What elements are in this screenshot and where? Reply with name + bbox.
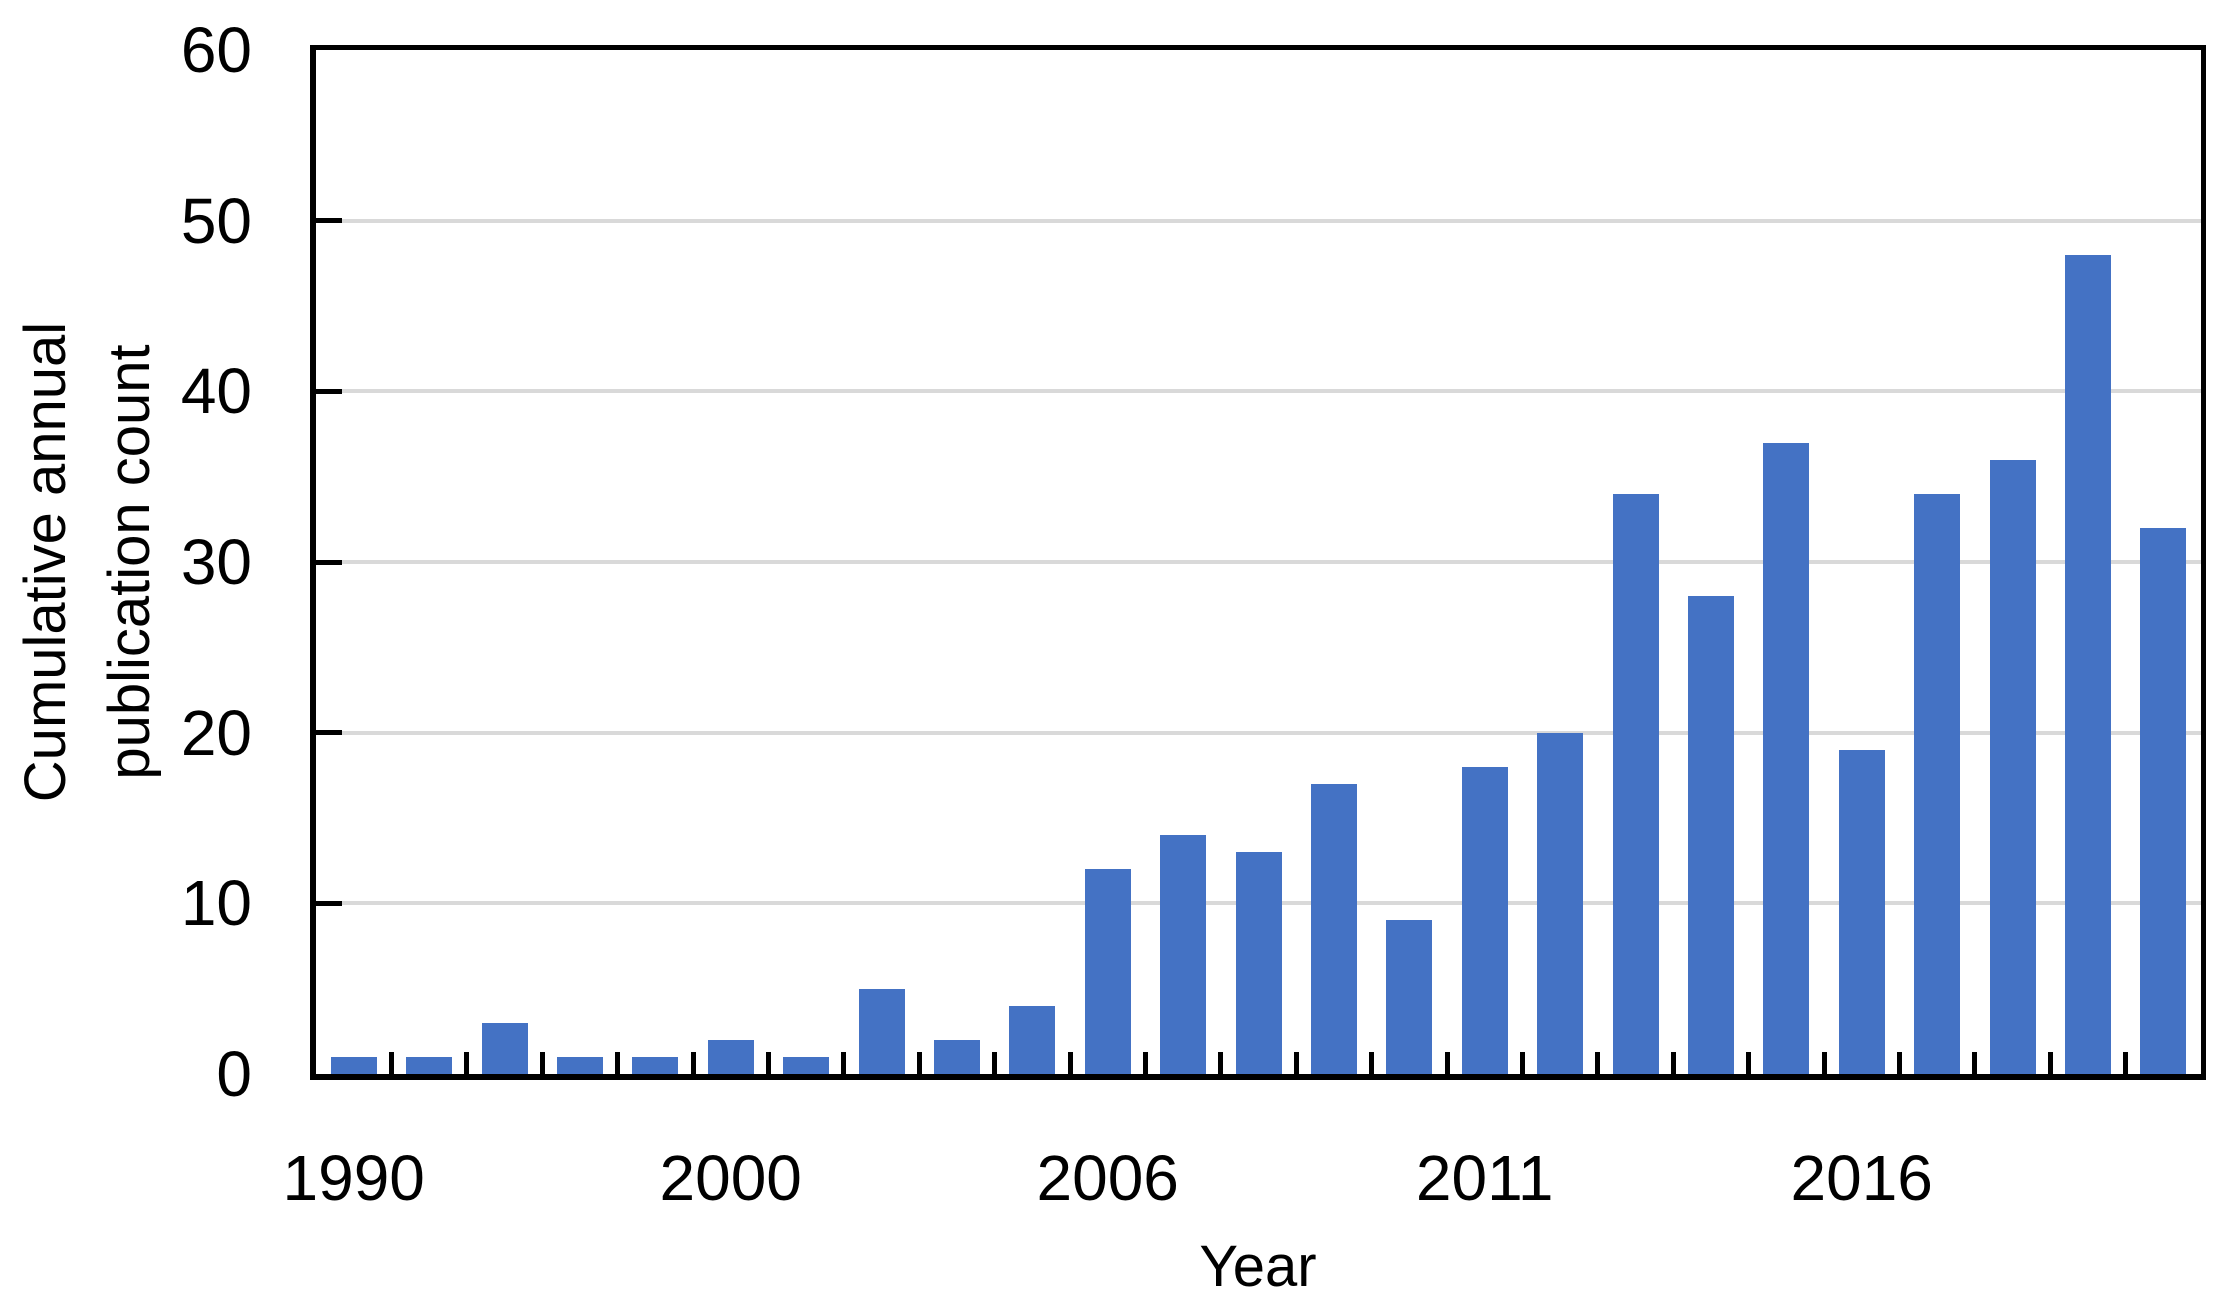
x-axis-tick-19 bbox=[1746, 1052, 1752, 1074]
x-axis-tick-20 bbox=[1821, 1052, 1827, 1074]
x-tick-label-2006: 2006 bbox=[1036, 1142, 1179, 1214]
bar-19 bbox=[1763, 442, 1810, 1074]
gridline-y-40 bbox=[316, 389, 2201, 394]
x-tick-label-2011: 2011 bbox=[1415, 1142, 1554, 1214]
y-tick-label-60: 60 bbox=[180, 14, 252, 86]
bar-16 bbox=[1537, 732, 1584, 1074]
x-axis-tick-10 bbox=[1067, 1052, 1073, 1074]
y-axis-tick-10 bbox=[316, 900, 342, 906]
bar-10 bbox=[1084, 869, 1131, 1074]
x-axis-tick-8 bbox=[916, 1052, 922, 1074]
bar-20 bbox=[1838, 749, 1885, 1074]
bar-5 bbox=[707, 1039, 754, 1074]
x-axis-tick-5 bbox=[690, 1052, 696, 1074]
bar-23 bbox=[2064, 254, 2111, 1074]
x-tick-label-2016: 2016 bbox=[1790, 1142, 1933, 1214]
gridline-y-20 bbox=[316, 730, 2201, 735]
bar-4 bbox=[632, 1056, 679, 1074]
x-axis-tick-14 bbox=[1369, 1052, 1375, 1074]
x-axis-tick-15 bbox=[1444, 1052, 1450, 1074]
x-axis-tick-3 bbox=[539, 1052, 545, 1074]
bar-3 bbox=[556, 1056, 603, 1074]
x-axis-tick-23 bbox=[2047, 1052, 2053, 1074]
x-axis-tick-6 bbox=[765, 1052, 771, 1074]
bar-0 bbox=[330, 1056, 377, 1074]
y-tick-label-20: 20 bbox=[180, 696, 252, 769]
bar-22 bbox=[1989, 459, 2036, 1074]
x-axis-tick-13 bbox=[1293, 1052, 1299, 1074]
x-axis-tick-21 bbox=[1896, 1052, 1902, 1074]
bar-6 bbox=[783, 1056, 830, 1074]
bar-2 bbox=[481, 1022, 528, 1074]
bar-8 bbox=[933, 1039, 980, 1074]
y-axis-tick-40 bbox=[316, 388, 342, 394]
bar-24 bbox=[2140, 527, 2187, 1074]
bar-17 bbox=[1612, 493, 1659, 1074]
bar-12 bbox=[1235, 852, 1282, 1074]
bar-14 bbox=[1386, 920, 1433, 1074]
x-axis-tick-22 bbox=[1972, 1052, 1978, 1074]
y-tick-label-0: 0 bbox=[216, 1038, 252, 1110]
x-axis-tick-2 bbox=[464, 1052, 470, 1074]
x-axis-tick-4 bbox=[615, 1052, 621, 1074]
x-axis-tick-24 bbox=[2123, 1052, 2129, 1074]
x-axis-tick-18 bbox=[1670, 1052, 1676, 1074]
x-axis-tick-1 bbox=[388, 1052, 394, 1074]
y-tick-label-50: 50 bbox=[180, 184, 252, 257]
gridline-y-50 bbox=[316, 218, 2201, 223]
bar-9 bbox=[1009, 1005, 1056, 1074]
x-axis-tick-9 bbox=[992, 1052, 998, 1074]
y-tick-label-40: 40 bbox=[180, 355, 252, 428]
x-tick-label-1990: 1990 bbox=[282, 1142, 425, 1214]
y-axis-tick-30 bbox=[316, 559, 342, 565]
y-axis-tick-50 bbox=[316, 218, 342, 224]
bar-1 bbox=[406, 1056, 453, 1074]
x-axis-tick-16 bbox=[1519, 1052, 1525, 1074]
bar-11 bbox=[1160, 835, 1207, 1074]
y-tick-label-30: 30 bbox=[180, 526, 252, 598]
x-axis-tick-7 bbox=[841, 1052, 847, 1074]
bar-21 bbox=[1914, 493, 1961, 1074]
plot-area: 0 10 20 30 40 50 60 1990 2000 2006 2011 2016 bbox=[181, 18, 2206, 1210]
x-tick-label-2000: 2000 bbox=[659, 1142, 802, 1214]
bar-13 bbox=[1310, 783, 1357, 1074]
y-axis-tick-20 bbox=[316, 730, 342, 736]
x-axis-tick-11 bbox=[1142, 1052, 1148, 1074]
x-axis-title: Year bbox=[1199, 1234, 1317, 1299]
bar-18 bbox=[1687, 596, 1734, 1074]
gridline-y-30 bbox=[316, 560, 2201, 564]
x-axis-tick-17 bbox=[1595, 1052, 1601, 1074]
y-tick-label-10: 10 bbox=[180, 867, 252, 940]
x-axis-tick-12 bbox=[1218, 1052, 1224, 1074]
bar-7 bbox=[858, 988, 905, 1074]
bar-15 bbox=[1461, 766, 1508, 1074]
